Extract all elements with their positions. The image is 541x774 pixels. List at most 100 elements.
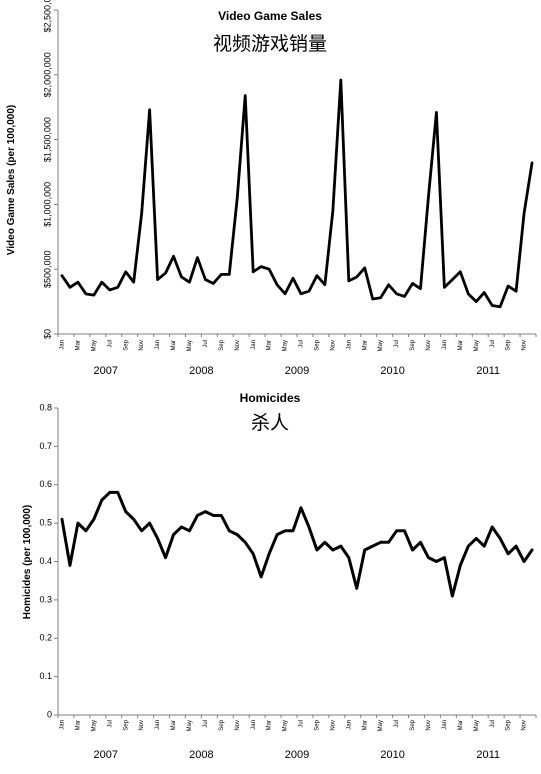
- data-point: [363, 549, 366, 551]
- year-label: 2009: [285, 365, 309, 377]
- x-tick-label: Sep: [410, 339, 416, 350]
- data-point: [507, 553, 509, 555]
- data-point: [363, 267, 366, 269]
- y-tick-label: $2,000,000: [42, 52, 52, 97]
- data-point: [531, 549, 533, 551]
- x-tick-label: Sep: [314, 339, 320, 350]
- data-point: [300, 293, 302, 295]
- data-point: [395, 530, 398, 532]
- x-tick-label: Sep: [506, 719, 512, 730]
- data-point: [284, 530, 286, 532]
- data-point: [228, 530, 231, 532]
- year-label: 2011: [476, 749, 500, 761]
- y-tick-label: 0.7: [39, 441, 52, 451]
- data-point: [236, 533, 239, 536]
- x-tick-label: Nov: [235, 720, 241, 731]
- data-point: [77, 522, 79, 524]
- data-point: [523, 560, 525, 563]
- x-tick-label: Mar: [267, 720, 273, 730]
- x-tick-label: Jan: [155, 340, 161, 350]
- data-point: [515, 290, 517, 293]
- x-tick-label: Nov: [426, 720, 432, 731]
- x-tick-label: Mar: [458, 720, 464, 730]
- data-point: [164, 556, 167, 559]
- homicides-chart: Homicides 杀人 Homicides (per 100,000) 0 0.…: [22, 391, 537, 761]
- x-tick-label: Mar: [362, 720, 368, 730]
- data-point: [188, 281, 191, 283]
- data-point: [435, 560, 438, 563]
- y-tick-label: $2,500,000: [42, 0, 52, 33]
- data-point: [507, 285, 509, 287]
- x-tick-label: Nov: [522, 720, 528, 731]
- data-point: [108, 289, 111, 291]
- x-tick-label: May: [283, 720, 289, 731]
- x-tick-label: Nov: [330, 340, 336, 351]
- chart-title: Video Game Sales: [218, 9, 322, 23]
- data-point: [196, 256, 199, 259]
- data-point: [347, 556, 350, 559]
- y-tick-label: 0.4: [39, 556, 52, 566]
- data-point: [212, 282, 215, 285]
- data-point: [300, 506, 302, 509]
- data-point: [244, 94, 247, 97]
- x-tick-label: May: [91, 720, 97, 731]
- chart-title: Homicides: [240, 391, 301, 405]
- data-point: [228, 273, 231, 276]
- y-tick-label: $500,000: [42, 250, 52, 288]
- x-tick-label: Jan: [346, 340, 352, 350]
- data-point: [467, 293, 470, 295]
- year-label: 2007: [94, 365, 118, 377]
- data-point: [475, 300, 478, 303]
- x-tick-label: Mar: [458, 340, 464, 350]
- data-point: [101, 281, 103, 283]
- data-point: [61, 274, 63, 277]
- data-point: [355, 587, 358, 590]
- video-game-sales-chart: Video Game Sales 视频游戏销量 Video Game Sales…: [6, 0, 537, 377]
- y-tick-label: 0.3: [39, 594, 52, 604]
- data-point: [244, 541, 247, 544]
- x-tick-label: Mar: [75, 340, 81, 350]
- x-tick-label: Nov: [139, 720, 145, 731]
- data-point: [180, 276, 183, 278]
- data-point: [196, 514, 199, 517]
- data-point: [387, 283, 390, 286]
- x-tick-label: Mar: [171, 720, 177, 730]
- x-tick-label: Jan: [251, 340, 257, 350]
- data-point: [236, 197, 239, 199]
- data-point: [419, 287, 422, 290]
- y-tick-label: 0.6: [39, 479, 52, 489]
- data-point: [284, 293, 286, 295]
- x-tick-label: Jul: [394, 340, 400, 348]
- data-point: [340, 79, 342, 81]
- y-axis-label: Homicides (per 100,000): [22, 505, 33, 620]
- x-tick-label: Jul: [299, 720, 305, 728]
- y-tick-label: $1,000,000: [42, 182, 52, 227]
- data-point: [435, 111, 438, 114]
- data-point: [268, 268, 270, 271]
- x-tick-label: Sep: [123, 339, 129, 350]
- x-tick-label: May: [474, 720, 480, 731]
- data-point: [148, 108, 151, 111]
- y-tick-label: 0.5: [39, 518, 52, 528]
- y-tick-label: $0: [42, 329, 52, 339]
- data-point: [292, 277, 294, 280]
- x-tick-label: Jan: [60, 720, 66, 730]
- data-point: [427, 195, 430, 198]
- data-point: [419, 541, 422, 544]
- x-tick-label: Mar: [362, 340, 368, 350]
- chart-subtitle: 视频游戏销量: [213, 33, 327, 55]
- data-point: [316, 274, 318, 277]
- data-point: [443, 286, 446, 289]
- y-tick-label: 0.1: [39, 671, 52, 681]
- data-point: [355, 276, 358, 278]
- x-tick-label: Nov: [330, 720, 336, 731]
- data-point: [483, 291, 486, 294]
- data-point: [347, 280, 350, 282]
- y-axis-label: Video Game Sales (per 100,000): [6, 105, 17, 255]
- data-point: [308, 526, 310, 528]
- data-point: [172, 255, 175, 258]
- data-point: [116, 286, 119, 289]
- x-tick-label: Jan: [60, 340, 66, 350]
